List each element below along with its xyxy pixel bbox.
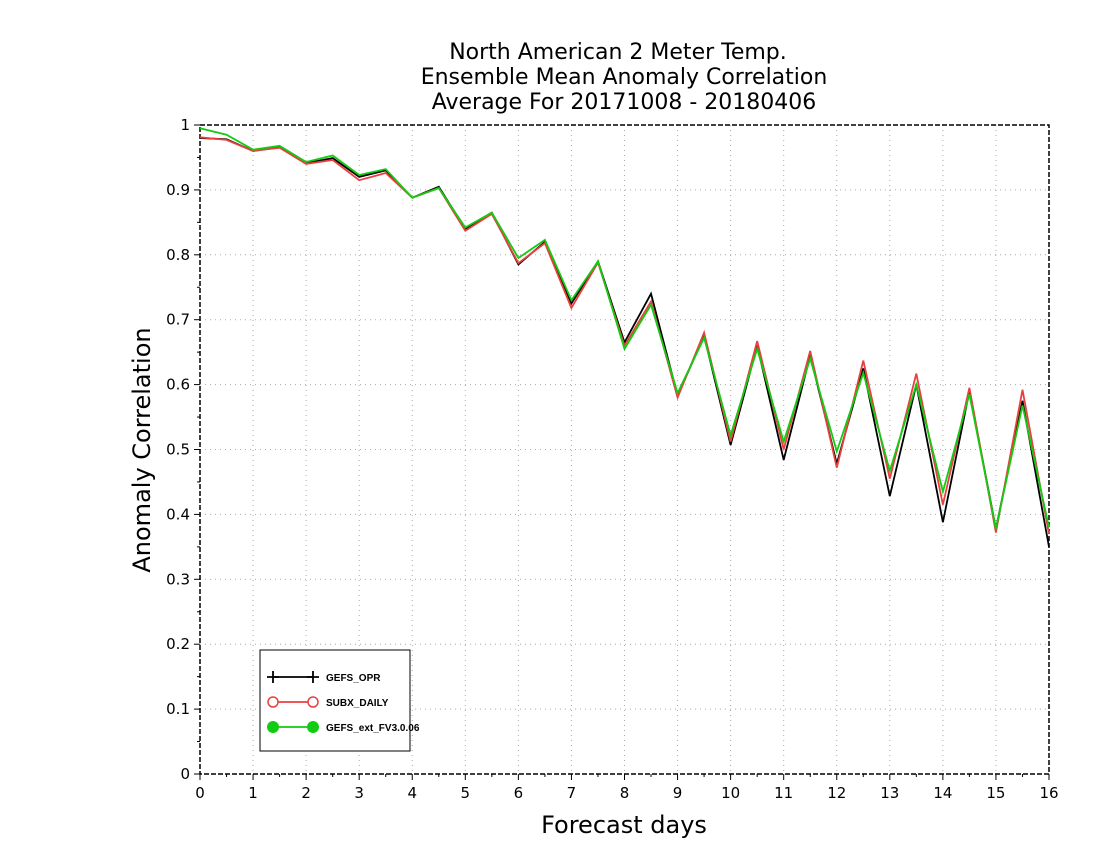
x-tick-label: 6 (514, 784, 524, 802)
x-tick-label: 4 (407, 784, 417, 802)
x-tick-label: 1 (248, 784, 258, 802)
legend-marker-filled-circle (267, 721, 279, 733)
legend-entries: GEFS_OPR SUBX_DAILY GEFS_ext_FV3.0.06 (267, 671, 420, 734)
x-tick-label: 9 (673, 784, 683, 802)
x-tick-label: 5 (461, 784, 471, 802)
legend-marker-filled-circle (307, 721, 319, 733)
y-tick-label: 0.8 (166, 246, 190, 264)
x-tick-label: 12 (827, 784, 846, 802)
y-tick-label: 0.2 (166, 635, 190, 653)
legend: GEFS_OPR SUBX_DAILY GEFS_ext_FV3.0.06 (259, 649, 420, 752)
y-tick-label: 0 (180, 765, 190, 783)
legend-label: GEFS_ext_FV3.0.06 (326, 723, 420, 734)
x-tick-label: 15 (986, 784, 1005, 802)
y-tick-label: 0.1 (166, 700, 190, 718)
chart-title-line-1: North American 2 Meter Temp. (449, 40, 787, 65)
y-tick-label: 0.6 (166, 376, 190, 394)
legend-entry: GEFS_OPR (267, 671, 381, 684)
legend-marker-open-circle (267, 696, 279, 708)
y-tick-label: 0.3 (166, 570, 190, 588)
y-tick-label: 1 (180, 116, 190, 134)
y-tick-label: 0.5 (166, 441, 190, 459)
axis-ticks: 0 1 2 3 4 5 6 7 8 9 10 11 12 13 14 15 1600.10.20.30.40.5… (166, 116, 1058, 802)
chart-title-line-3: Average For 20171008 - 20180406 (432, 90, 817, 115)
legend-entry: GEFS_ext_FV3.0.06 (267, 721, 420, 734)
y-tick-label: 0.4 (166, 505, 190, 523)
x-tick-label: 0 (195, 784, 205, 802)
y-tick-label: 0.7 (166, 311, 190, 329)
series-line-2 (199, 136, 1050, 535)
x-tick-label: 11 (774, 784, 793, 802)
x-tick-label: 16 (1039, 784, 1058, 802)
legend-entry: SUBX_DAILY (267, 696, 389, 709)
legend-marker-plus (307, 671, 319, 683)
x-axis-label: Forecast days (541, 811, 707, 839)
x-tick-label: 14 (933, 784, 952, 802)
x-tick-label: 7 (567, 784, 577, 802)
series-line-3 (199, 127, 1050, 529)
legend-box (259, 649, 411, 752)
chart-title-line-2: Ensemble Mean Anomaly Correlation (421, 65, 828, 90)
legend-marker-open-circle (307, 696, 319, 708)
legend-label: GEFS_OPR (326, 673, 381, 684)
y-tick-label: 0.9 (166, 181, 190, 199)
x-tick-label: 3 (354, 784, 364, 802)
series-line-1 (199, 137, 1050, 548)
legend-label: SUBX_DAILY (326, 698, 389, 709)
legend-marker-plus (267, 671, 279, 683)
x-tick-label: 8 (620, 784, 630, 802)
x-tick-label: 2 (301, 784, 311, 802)
x-tick-label: 10 (721, 784, 740, 802)
series-lines (199, 127, 1050, 548)
x-tick-label: 13 (880, 784, 899, 802)
chart-title: North American 2 Meter Temp. Ensemble Me… (421, 40, 828, 115)
y-axis-label: Anomaly Correlation (128, 327, 156, 572)
